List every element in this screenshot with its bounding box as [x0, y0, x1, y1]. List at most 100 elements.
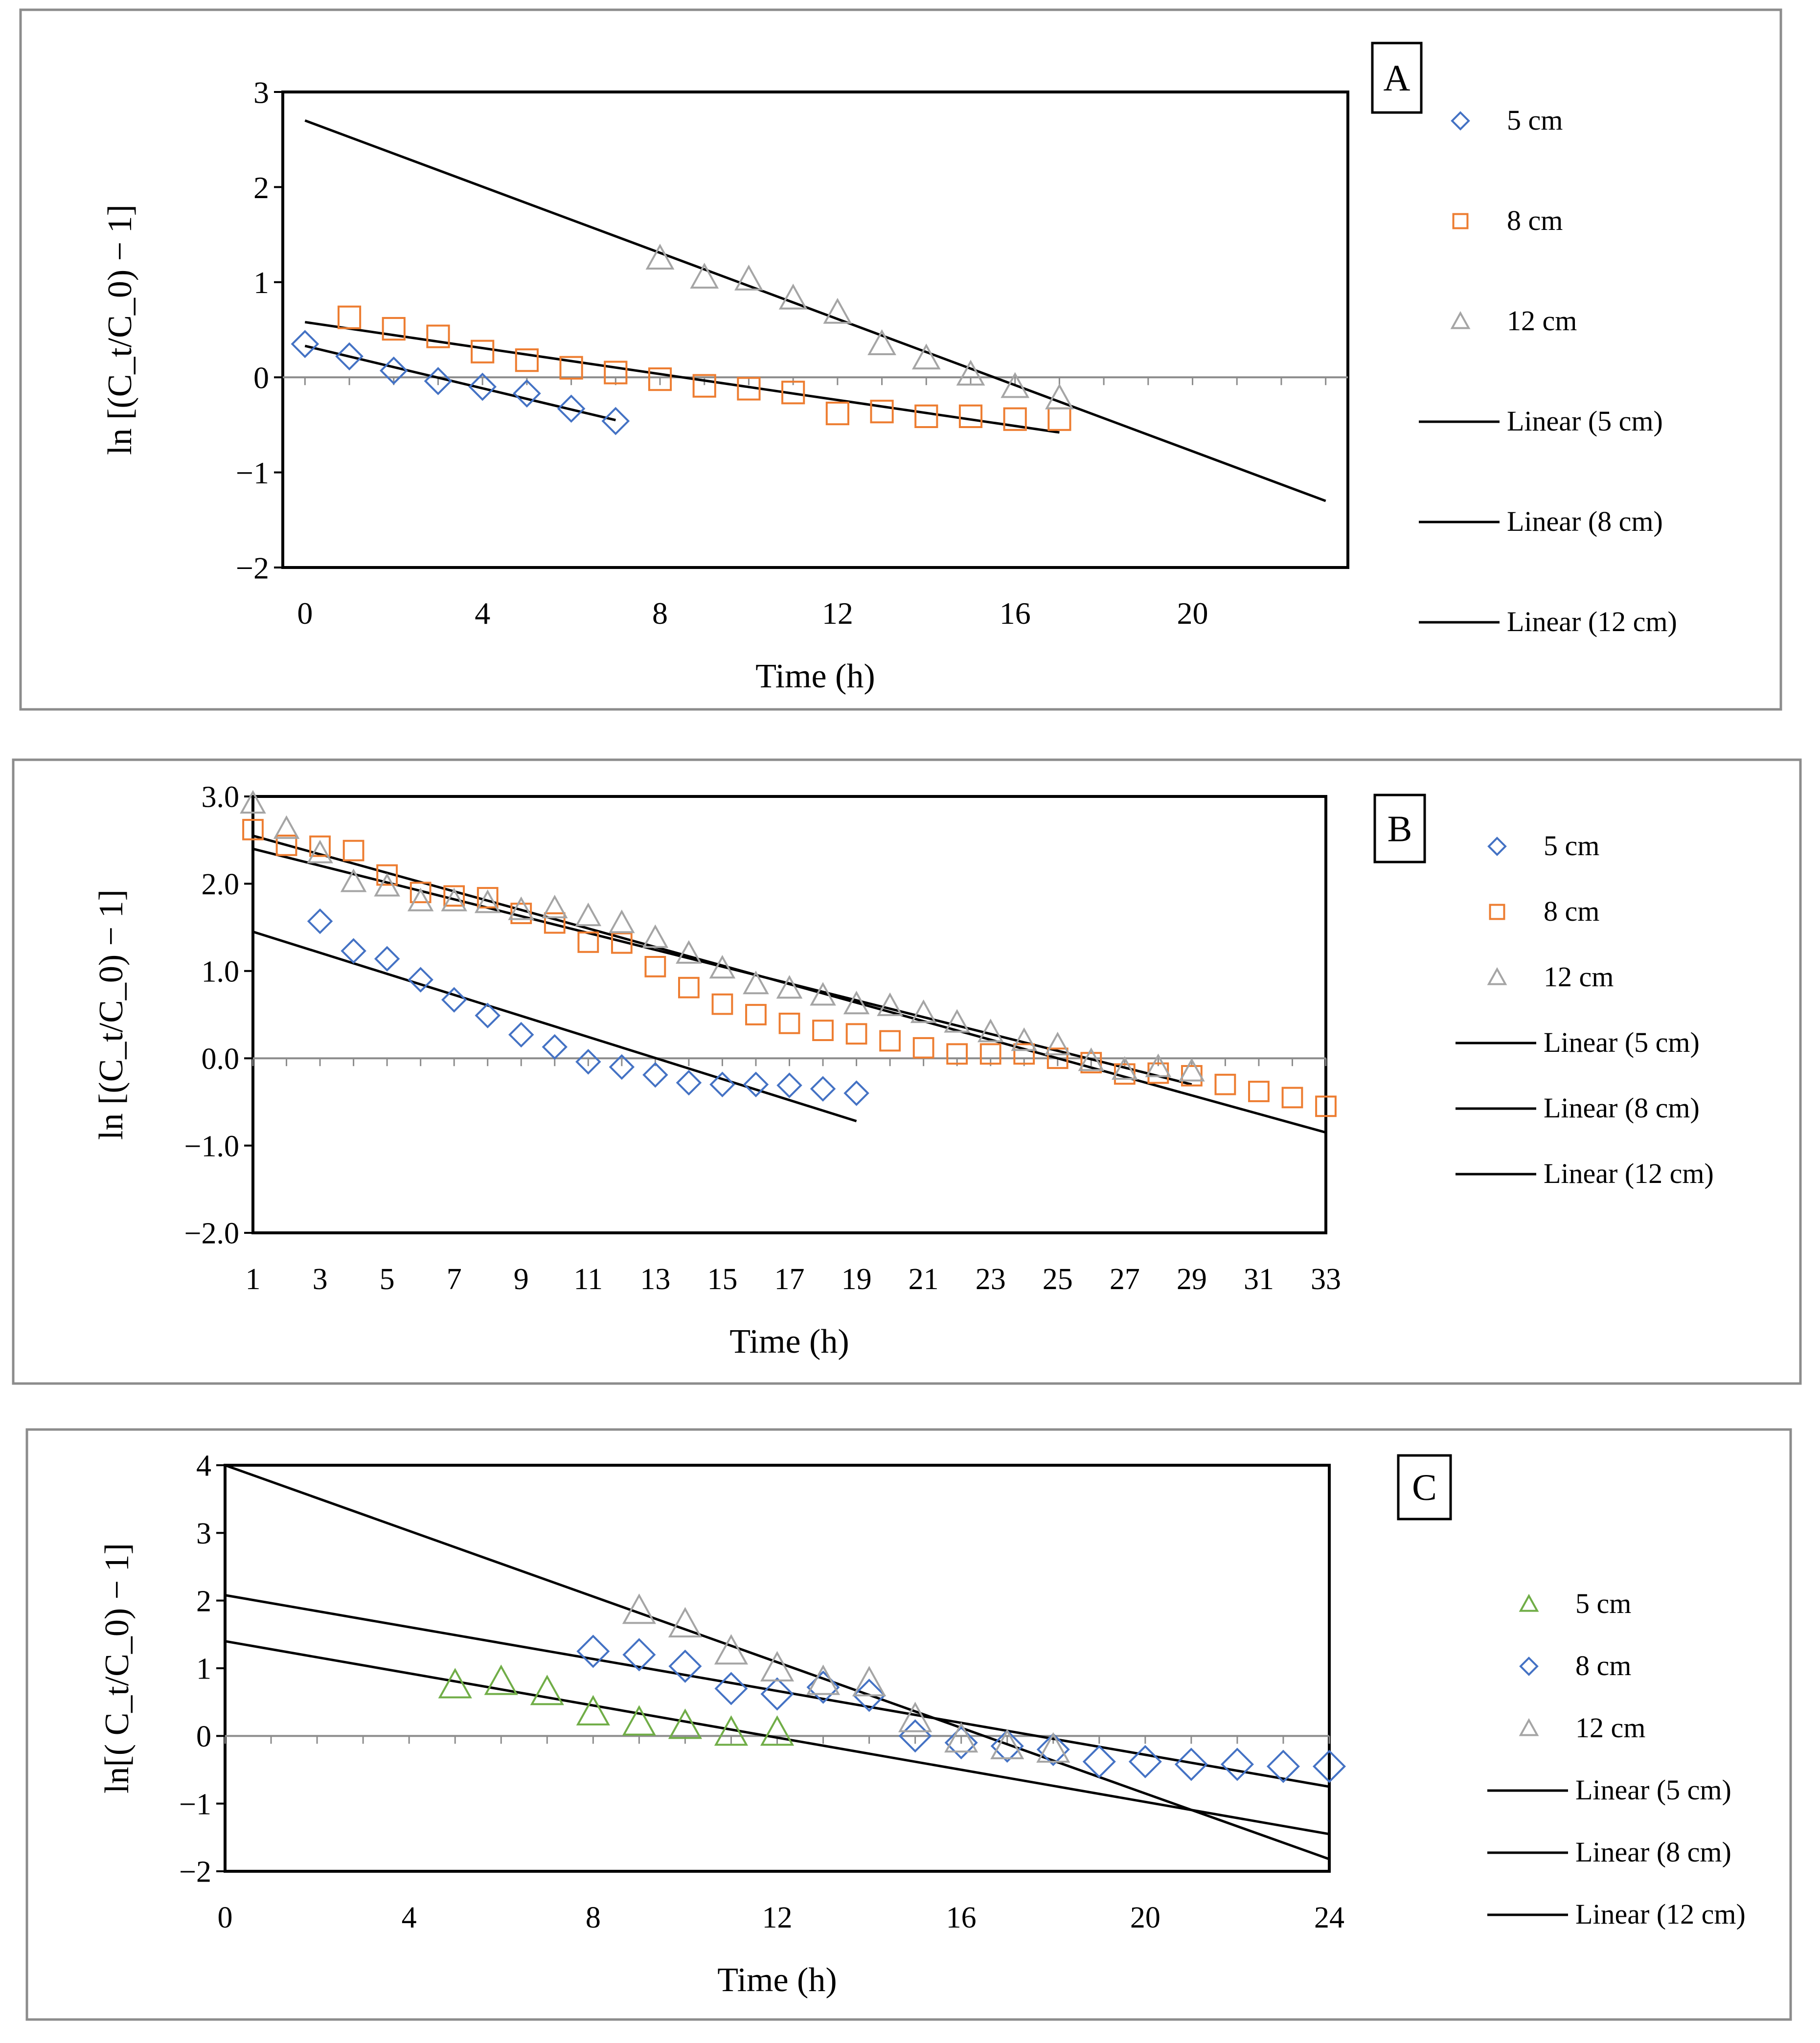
data-point: [1248, 1081, 1270, 1102]
series-12-cm: [240, 790, 1205, 1082]
data-point: [335, 342, 364, 371]
data-point: [1315, 1095, 1337, 1117]
data-point: [374, 946, 400, 972]
y-tick-label: −2: [179, 1856, 211, 1889]
legend-label: 8 cm: [1575, 1650, 1631, 1681]
data-point: [678, 976, 700, 999]
data-point: [273, 815, 300, 839]
y-tick-label: 2: [196, 1585, 211, 1618]
data-point: [1078, 1047, 1105, 1071]
x-tick-label: 8: [652, 596, 668, 631]
data-point: [743, 1071, 769, 1097]
data-point: [622, 1593, 656, 1624]
data-point: [441, 987, 467, 1013]
data-point: [867, 329, 896, 355]
data-point: [776, 1072, 802, 1098]
data-point: [914, 404, 938, 429]
y-tick-label: 2: [253, 170, 269, 205]
x-tick-label: 12: [822, 596, 853, 631]
data-point: [877, 992, 903, 1016]
legend-label: Linear (8 cm): [1544, 1092, 1700, 1124]
chart-panel-b: 3.02.01.00.0−1.0−2.01 3 5 7 9 11 13 15 17 19 21 23 2…: [12, 758, 1802, 1385]
data-point: [441, 887, 467, 911]
panel-label-box: [1371, 42, 1423, 114]
trendline-linear-12-cm: [225, 1464, 1330, 1861]
data-point: [426, 324, 450, 348]
legend-label: Linear (5 cm): [1507, 405, 1663, 437]
y-tick-label: 0: [196, 1720, 211, 1753]
trendline-linear-5-cm: [225, 1640, 1330, 1836]
data-point: [474, 889, 501, 913]
data-point: [843, 991, 870, 1015]
data-point: [806, 1670, 840, 1704]
x-tick-label: 0: [218, 1901, 233, 1934]
data-point: [990, 1728, 1024, 1760]
x-tick-label: 17: [774, 1263, 805, 1296]
data-point: [240, 790, 266, 814]
y-tick-label: 0.0: [202, 1043, 240, 1076]
y-tick-label: 1.0: [202, 955, 240, 989]
x-axis-title: Time (h): [717, 1961, 837, 1999]
y-tick-label: −2.0: [184, 1217, 239, 1250]
x-tick-label: 16: [946, 1901, 977, 1934]
y-tick-label: 2.0: [202, 868, 240, 901]
trendline-linear-12-cm: [252, 847, 1192, 1086]
legend-label: Linear (12 cm): [1575, 1898, 1746, 1930]
data-point: [709, 954, 736, 979]
y-tick-label: −1.0: [184, 1130, 239, 1163]
data-point: [1128, 1745, 1162, 1778]
legend-label: 12 cm: [1507, 305, 1577, 337]
panel-frame: [12, 758, 1802, 1385]
data-point: [823, 297, 852, 324]
data-point: [911, 343, 941, 370]
chart-panel-a: 3 2 1 0 −1 −2 0 4 8 12 16 20 Time (h) ln [(C_t/C_0) −…: [19, 8, 1782, 711]
data-point: [714, 1672, 748, 1705]
data-point: [309, 835, 331, 857]
data-point: [1145, 1053, 1172, 1077]
x-tick-label: 13: [640, 1263, 670, 1296]
legend-marker: [1487, 837, 1507, 856]
data-point: [604, 361, 628, 385]
data-point: [692, 374, 716, 398]
data-point: [1045, 383, 1074, 409]
data-point: [709, 1071, 735, 1097]
data-point: [291, 330, 319, 358]
plot-area-border: [251, 795, 1327, 1234]
data-point: [812, 1020, 834, 1042]
legend-label: Linear (5 cm): [1544, 1026, 1700, 1058]
data-point: [340, 868, 367, 892]
data-point: [810, 1076, 836, 1102]
data-point: [382, 317, 406, 341]
legend-label: 8 cm: [1544, 895, 1599, 927]
data-point: [825, 401, 849, 426]
legend-label: Linear (5 cm): [1575, 1774, 1731, 1806]
legend-label: 5 cm: [1575, 1588, 1631, 1619]
data-point: [1046, 1047, 1069, 1069]
x-tick-label: 16: [1000, 596, 1031, 631]
x-tick-label: 33: [1311, 1263, 1341, 1296]
data-point: [910, 999, 937, 1023]
data-point: [898, 1702, 933, 1732]
data-point: [575, 1049, 601, 1075]
data-point: [408, 967, 433, 993]
trendline-linear-5-cm: [304, 344, 616, 422]
x-tick-label: 3: [313, 1263, 328, 1296]
data-point: [475, 1002, 500, 1029]
y-tick-label: 1: [196, 1653, 211, 1686]
data-point: [958, 404, 983, 429]
panel-label: A: [1384, 58, 1410, 99]
series-12-cm: [645, 244, 1074, 409]
data-point: [806, 1664, 841, 1695]
x-axis-title: Time (h): [729, 1323, 849, 1361]
y-tick-label: −2: [236, 550, 269, 585]
data-point: [508, 896, 535, 920]
x-tick-label: 23: [976, 1263, 1006, 1296]
panel-frame: [25, 1428, 1792, 2021]
legend-marker: [1519, 1718, 1539, 1736]
x-tick-label: 24: [1314, 1901, 1344, 1934]
data-point: [956, 360, 985, 386]
data-point: [374, 873, 400, 897]
data-point: [743, 971, 769, 995]
